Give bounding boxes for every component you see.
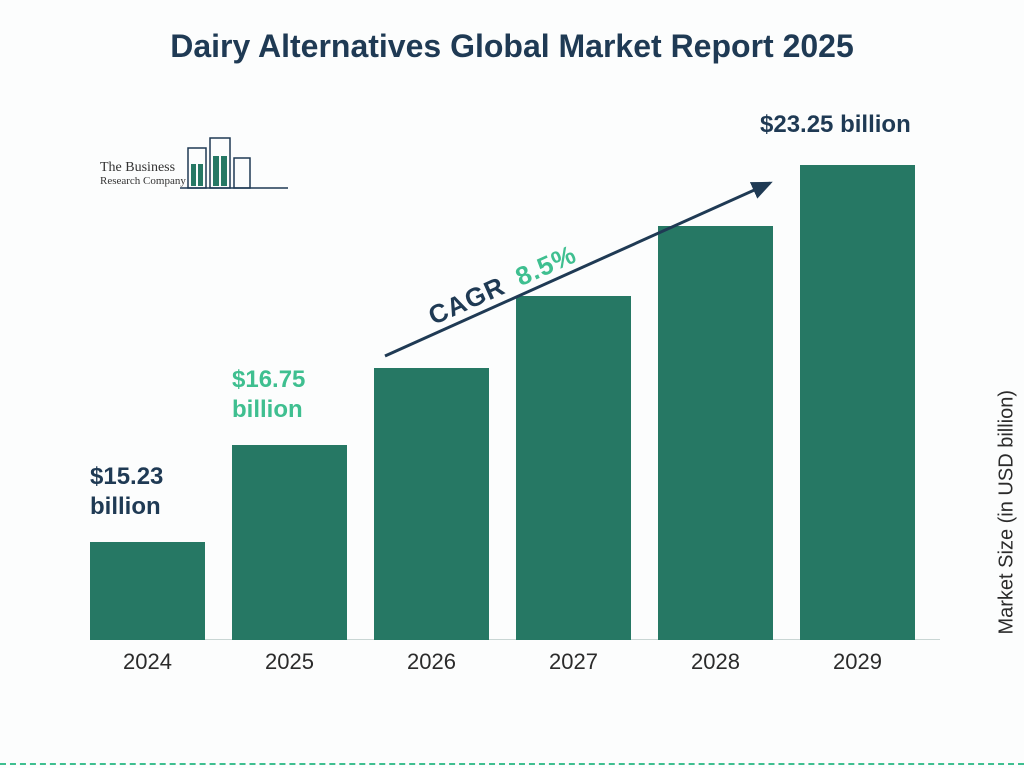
y-axis-label: Market Size (in USD billion) [996, 390, 1019, 635]
trend-arrow [90, 120, 940, 680]
bottom-dashed-rule [0, 763, 1024, 765]
bar-chart: 2024 2025 2026 2027 2028 2029 $15.23 bil… [90, 120, 940, 680]
chart-title: Dairy Alternatives Global Market Report … [0, 28, 1024, 65]
